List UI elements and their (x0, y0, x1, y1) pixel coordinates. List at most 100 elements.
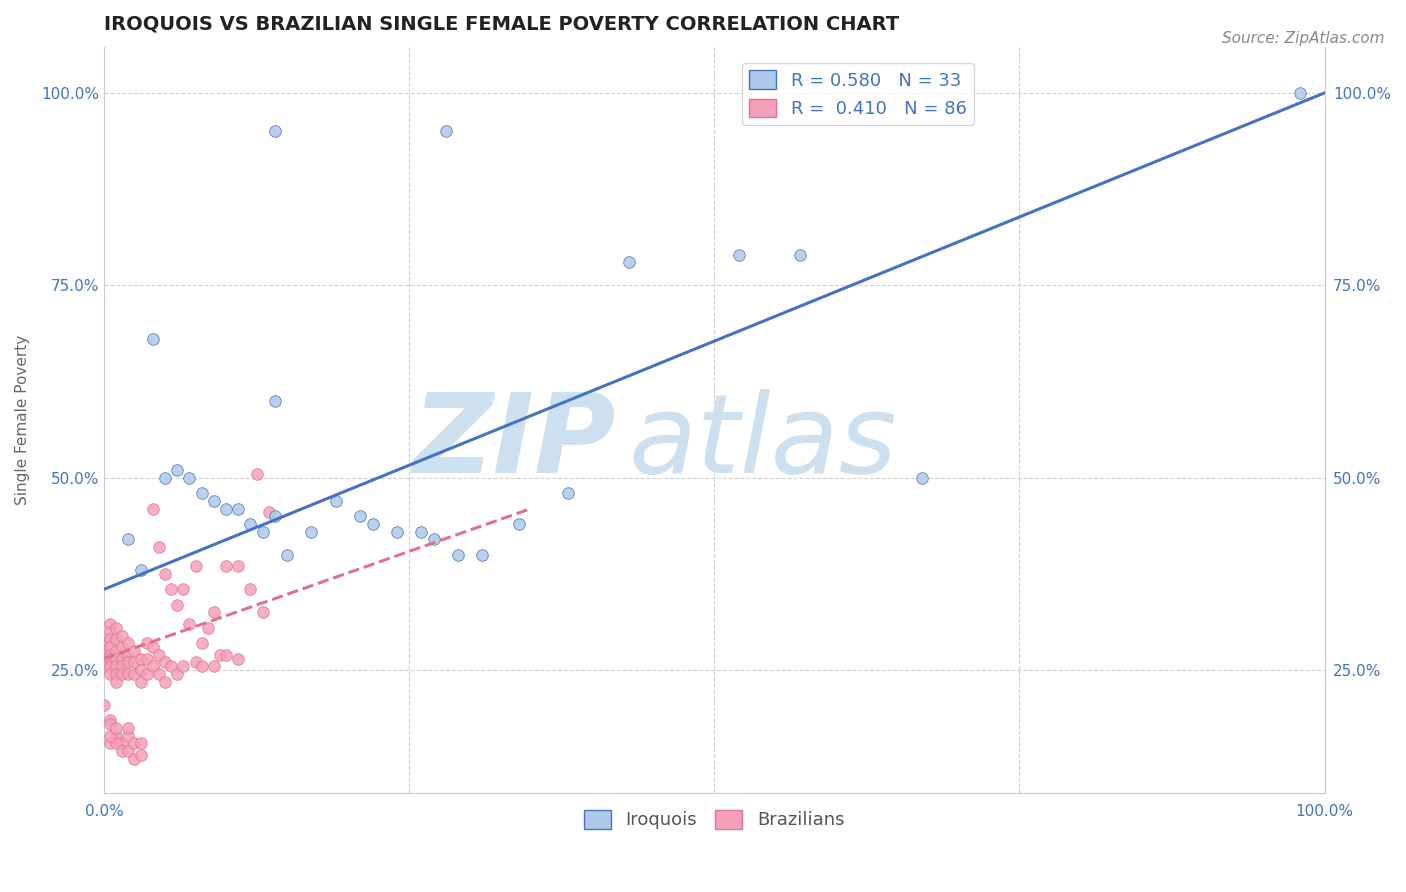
Point (422, 533, 444, 547)
Point (190, 486, 212, 500)
Point (190, 636, 212, 650)
Point (105, 729, 128, 743)
Point (172, 659, 194, 673)
Point (148, 667, 170, 681)
Point (105, 621, 128, 635)
Point (93, 636, 115, 650)
Text: ZIP: ZIP (413, 389, 617, 496)
Text: Source: ZipAtlas.com: Source: ZipAtlas.com (1222, 31, 1385, 46)
Point (202, 606, 225, 620)
Point (111, 640, 134, 654)
Point (447, 548, 470, 562)
Point (117, 656, 139, 670)
Point (215, 648, 238, 662)
Point (124, 644, 146, 658)
Point (105, 667, 128, 681)
Point (117, 667, 139, 681)
Point (252, 606, 274, 620)
Point (911, 471, 934, 485)
Point (129, 651, 152, 665)
Point (105, 644, 128, 658)
Point (129, 674, 152, 689)
Point (226, 559, 249, 574)
Point (98, 729, 121, 743)
Point (349, 509, 371, 524)
Point (215, 559, 238, 574)
Point (361, 516, 384, 531)
Point (142, 332, 165, 346)
Point (142, 640, 165, 654)
Point (153, 674, 176, 689)
Point (226, 651, 249, 665)
Point (179, 471, 201, 485)
Point (153, 656, 176, 670)
Point (98, 717, 121, 731)
Point (93, 651, 115, 665)
Point (153, 471, 176, 485)
Point (239, 582, 262, 597)
Point (105, 632, 128, 647)
Point (111, 651, 134, 665)
Point (111, 628, 134, 642)
Point (93, 659, 115, 673)
Point (111, 667, 134, 681)
Point (179, 617, 201, 632)
Point (98, 624, 121, 639)
Point (105, 659, 128, 673)
Point (129, 736, 152, 750)
Point (117, 533, 139, 547)
Text: IROQUOIS VS BRAZILIAN SINGLE FEMALE POVERTY CORRELATION CHART: IROQUOIS VS BRAZILIAN SINGLE FEMALE POVE… (104, 15, 898, 34)
Point (276, 548, 298, 562)
Point (160, 582, 183, 597)
Point (111, 744, 134, 758)
Point (124, 656, 146, 670)
Point (184, 656, 207, 670)
Point (184, 559, 207, 574)
Legend: Iroquois, Brazilians: Iroquois, Brazilians (576, 803, 852, 837)
Text: atlas: atlas (628, 389, 897, 496)
Point (129, 563, 152, 577)
Point (508, 516, 530, 531)
Point (153, 566, 176, 581)
Point (135, 651, 157, 665)
Point (166, 598, 188, 612)
Point (124, 667, 146, 681)
Point (301, 524, 323, 539)
Point (1289, 86, 1312, 100)
Point (263, 393, 285, 408)
Point (325, 493, 347, 508)
Point (117, 721, 139, 735)
Point (129, 663, 152, 677)
Point (208, 648, 231, 662)
Point (215, 501, 238, 516)
Point (98, 667, 121, 681)
Point (263, 124, 285, 138)
Point (98, 659, 121, 673)
Point (727, 247, 749, 261)
Point (105, 651, 128, 665)
Point (148, 540, 170, 554)
Point (385, 524, 408, 539)
Y-axis label: Single Female Poverty: Single Female Poverty (15, 334, 30, 505)
Point (471, 548, 494, 562)
Point (93, 698, 115, 712)
Point (98, 736, 121, 750)
Point (105, 721, 128, 735)
Point (202, 659, 225, 673)
Point (117, 648, 139, 662)
Point (117, 729, 139, 743)
Point (172, 582, 194, 597)
Point (111, 659, 134, 673)
Point (557, 486, 579, 500)
Point (166, 667, 188, 681)
Point (117, 636, 139, 650)
Point (117, 744, 139, 758)
Point (124, 752, 146, 766)
Point (252, 524, 274, 539)
Point (245, 467, 267, 481)
Point (160, 659, 183, 673)
Point (93, 644, 115, 658)
Point (98, 640, 121, 654)
Point (135, 636, 157, 650)
Point (263, 509, 285, 524)
